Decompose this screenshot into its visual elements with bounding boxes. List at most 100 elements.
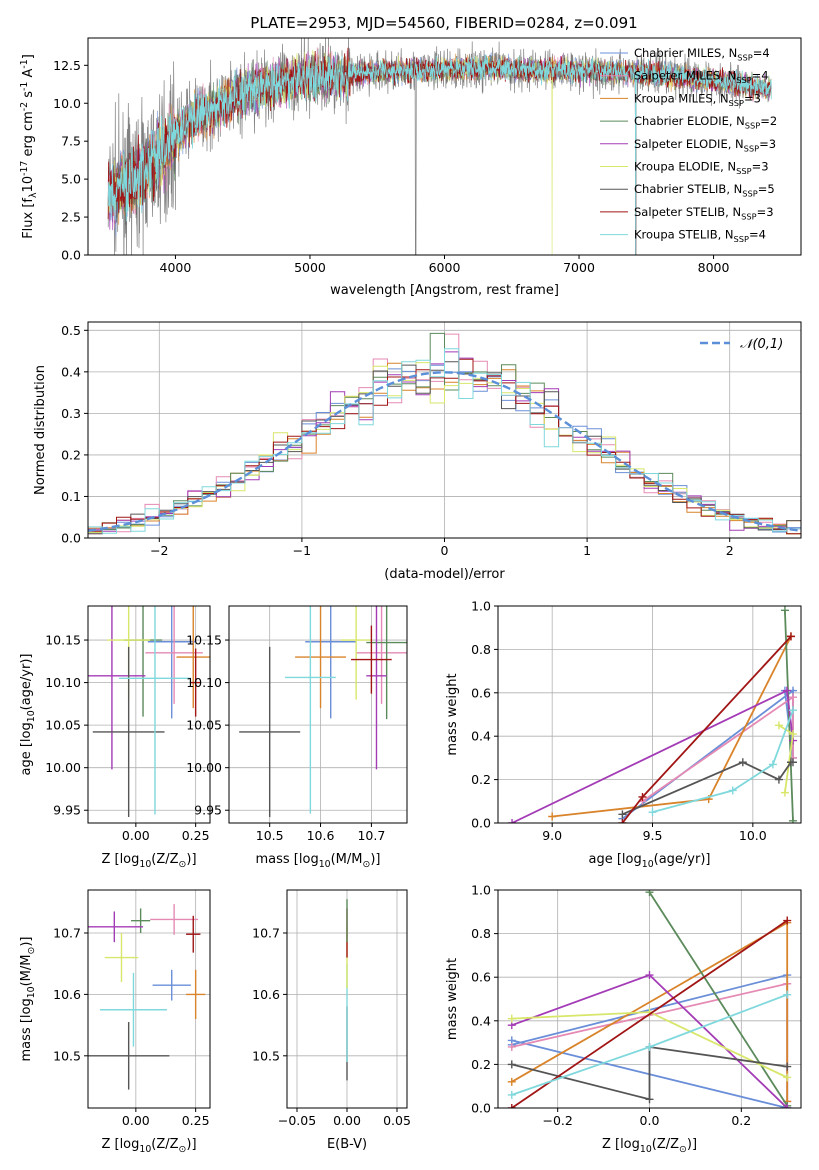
errorbar-point-chabrier-stelib bbox=[239, 646, 301, 818]
errorbar-point-kroupa-stelib bbox=[119, 606, 191, 815]
y-tick-label: 0.4 bbox=[61, 364, 81, 379]
y-tick-label: 0.8 bbox=[471, 926, 491, 941]
legend-entry: Salpeter ELODIE, NSSP​=3 bbox=[634, 137, 776, 153]
y-tick-label: 0.6 bbox=[471, 685, 491, 700]
y-tick-label: 10.6 bbox=[53, 987, 81, 1002]
x-tick-label: 6000 bbox=[429, 260, 461, 275]
x-tick-label: −1 bbox=[293, 543, 311, 558]
weight-marker bbox=[507, 1104, 516, 1108]
weight-marker bbox=[508, 819, 517, 823]
weight-line bbox=[784, 610, 794, 821]
x-tick-label: 8000 bbox=[698, 260, 730, 275]
y-tick-label: 10.15 bbox=[186, 633, 222, 648]
legend-entry: Kroupa ELODIE, NSSP​=3 bbox=[634, 160, 769, 176]
weight-line bbox=[648, 891, 788, 1107]
y-tick-label: 0.6 bbox=[471, 970, 491, 985]
figure-title: PLATE=2953, MJD=54560, FIBERID=0284, z=0… bbox=[250, 14, 637, 32]
plot-content bbox=[88, 606, 210, 818]
y-tick-label: 10.00 bbox=[45, 760, 81, 775]
y-tick-label: 10.10 bbox=[186, 675, 222, 690]
weight-marker bbox=[774, 775, 783, 784]
x-tick-label: −0.05 bbox=[278, 1113, 316, 1128]
y-axis-label: Flux [fλ​10-17​ erg cm-2​ s-1​ A-1​] bbox=[19, 54, 39, 239]
x-tick-label: −2 bbox=[150, 543, 168, 558]
weight-series-salpeter-stelib bbox=[507, 916, 792, 1108]
x-tick-label: −0.2 bbox=[543, 1113, 573, 1128]
x-tick-label: 5000 bbox=[294, 260, 326, 275]
y-tick-label: 10.15 bbox=[45, 633, 81, 648]
errorbar-point-kroupa-elodie bbox=[104, 932, 139, 983]
panel-weight-vs-Z: −0.2 0.0 0.2 0.0 0.2 0.4 0.6 0.8 1.0 Z [log10​(Z/… bbox=[445, 883, 802, 1155]
weight-series-chabrier-elodie bbox=[780, 606, 797, 823]
weight-marker bbox=[618, 810, 627, 819]
weight-marker bbox=[783, 1073, 792, 1082]
x-tick-label: 0.25 bbox=[182, 1113, 210, 1128]
errorbar-point-salpeter-stelib bbox=[190, 648, 201, 717]
errorbar-point-salpeter-stelib bbox=[186, 915, 201, 953]
y-tick-label: 0.2 bbox=[471, 1057, 491, 1072]
weight-marker bbox=[774, 721, 783, 730]
errorbar-point-salpeter-stelib bbox=[351, 625, 392, 694]
weight-marker bbox=[788, 758, 797, 767]
x-axis-label: E(B-V) bbox=[327, 1137, 367, 1152]
errorbar-point-chabrier-elodie bbox=[366, 606, 407, 720]
legend-entry: Salpeter MILES, NSSP​=4 bbox=[634, 69, 769, 85]
panel-spectrum: 4000 5000 6000 7000 8000 0.0 2.5 5.0 7.5 10.0 12.5… bbox=[19, 37, 802, 298]
y-tick-label: 10.6 bbox=[252, 987, 280, 1002]
x-tick-label: 2 bbox=[726, 543, 734, 558]
weight-marker bbox=[786, 632, 795, 641]
y-tick-label: 10.00 bbox=[186, 760, 222, 775]
weight-marker bbox=[507, 1077, 516, 1086]
x-tick-label: 0.2 bbox=[731, 1113, 751, 1128]
x-tick-label: 4000 bbox=[160, 260, 192, 275]
y-tick-label: 5.0 bbox=[61, 172, 81, 187]
weight-marker bbox=[645, 971, 654, 980]
plot-area bbox=[229, 606, 407, 823]
errorbar-point-chabrier-miles bbox=[147, 606, 196, 719]
weight-marker bbox=[788, 816, 797, 823]
weight-marker bbox=[548, 812, 557, 821]
errorbar-point-kroupa-miles bbox=[176, 606, 210, 709]
normal-distribution-curve bbox=[88, 371, 801, 532]
weight-line bbox=[511, 1045, 788, 1101]
errorbar-point-kroupa-stelib bbox=[99, 972, 167, 1047]
weight-marker bbox=[638, 792, 647, 801]
y-tick-label: 10.5 bbox=[53, 1048, 81, 1063]
x-tick-label: 0.00 bbox=[122, 1113, 150, 1128]
plot-content bbox=[88, 332, 801, 535]
y-axis-label: mass [log10​(M/M⊙​)] bbox=[19, 937, 37, 1062]
weight-marker bbox=[780, 788, 789, 797]
weight-series-kroupa-elodie bbox=[774, 721, 797, 797]
y-tick-label: 0.2 bbox=[61, 447, 81, 462]
legend-entry: Kroupa MILES, NSSP​=3 bbox=[634, 91, 761, 107]
weight-marker bbox=[728, 786, 737, 795]
weight-marker bbox=[507, 1014, 516, 1023]
y-tick-label: 12.5 bbox=[53, 58, 81, 73]
weight-marker bbox=[788, 706, 797, 715]
weight-marker bbox=[618, 819, 627, 823]
y-tick-label: 0.8 bbox=[471, 642, 491, 657]
y-axis-label: mass weight bbox=[445, 673, 460, 755]
y-tick-label: 10.7 bbox=[252, 925, 280, 940]
weight-series-salpeter-stelib bbox=[618, 632, 795, 823]
y-tick-label: 1.0 bbox=[471, 599, 491, 614]
axes-frame bbox=[497, 605, 802, 824]
x-tick-label: 9.5 bbox=[643, 828, 663, 843]
errorbar-point-chabrier-miles bbox=[152, 969, 191, 1001]
y-tick-label: 0.4 bbox=[471, 1013, 491, 1028]
y-tick-label: 10.5 bbox=[252, 1048, 280, 1063]
errorbar-point-chabrier-elodie bbox=[131, 908, 151, 933]
weight-marker bbox=[788, 693, 797, 702]
weight-line bbox=[511, 919, 788, 1108]
y-tick-label: 10.0 bbox=[53, 96, 81, 111]
errorbar-point-salpeter-elodie bbox=[88, 606, 146, 770]
y-tick-label: 0.4 bbox=[471, 729, 491, 744]
histogram-kroupa-elodie bbox=[88, 362, 801, 535]
x-axis-label: (data-model)/error bbox=[384, 567, 505, 582]
weight-line bbox=[652, 709, 794, 813]
errorbar-point-salpeter-miles bbox=[150, 904, 199, 935]
legend-entry: Kroupa STELIB, NSSP​=4 bbox=[634, 228, 766, 244]
x-axis-label: age [log10​(age/yr)] bbox=[589, 852, 711, 870]
x-tick-label: 0.00 bbox=[122, 828, 150, 843]
weight-marker bbox=[645, 1042, 654, 1051]
